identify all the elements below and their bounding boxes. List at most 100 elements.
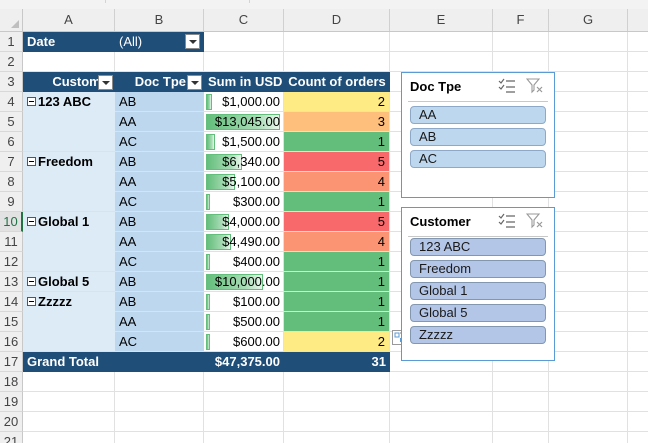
column-header-c[interactable]: C <box>204 9 284 31</box>
gridline-horizontal <box>23 271 648 272</box>
row-header-19[interactable]: 19 <box>0 392 23 412</box>
doc-type-cell: AB <box>115 212 204 231</box>
customer-filter-button[interactable] <box>98 75 113 90</box>
sum-value: $500.00 <box>233 314 280 329</box>
tab-divider <box>249 0 250 3</box>
collapse-toggle-icon[interactable] <box>27 97 36 107</box>
slicer-item[interactable]: Global 5 <box>410 304 546 322</box>
sum-value: $4,490.00 <box>222 234 280 249</box>
filter-dropdown-button[interactable] <box>185 34 200 49</box>
order-count-cell: 1 <box>284 292 389 311</box>
sum-value: $13,045.00 <box>214 114 280 129</box>
slicer-item[interactable]: Global 1 <box>410 282 546 300</box>
report-filter-value[interactable]: (All) <box>115 32 204 52</box>
slicer-doc-type-title: Doc Tpe <box>410 79 462 94</box>
row-header-6[interactable]: 6 <box>0 132 23 152</box>
order-count-cell: 4 <box>284 232 389 251</box>
gridline-horizontal <box>23 211 648 212</box>
data-bar <box>206 274 263 290</box>
row-header-7[interactable]: 7 <box>0 152 23 172</box>
row-header-16[interactable]: 16 <box>0 332 23 352</box>
slicer-item[interactable]: AA <box>410 106 546 124</box>
slicer-item[interactable]: Freedom <box>410 260 546 278</box>
ribbon-edge <box>0 0 648 9</box>
collapse-toggle-icon[interactable] <box>27 217 36 227</box>
row-header-14[interactable]: 14 <box>0 292 23 312</box>
column-header-f[interactable]: F <box>493 9 549 31</box>
data-bar <box>206 94 212 110</box>
slicer-customer[interactable]: Customer 123 ABC Freedom Global 1 Global 5 Zz… <box>401 207 555 361</box>
multi-select-icon[interactable] <box>498 213 516 229</box>
multi-select-icon[interactable] <box>498 78 516 94</box>
column-header-a[interactable]: A <box>23 9 115 31</box>
order-count-cell: 1 <box>284 252 389 271</box>
row-header-17[interactable]: 17 <box>0 352 23 372</box>
gridline-horizontal <box>23 51 648 52</box>
row-header-1[interactable]: 1 <box>0 32 23 52</box>
customer-group: Freedom <box>23 152 115 211</box>
customer-name: Zzzzz <box>38 294 72 309</box>
slicer-item[interactable]: 123 ABC <box>410 238 546 256</box>
doc-type-cell: AC <box>115 132 204 151</box>
gridline-horizontal <box>23 151 648 152</box>
row-header-3[interactable]: 3 <box>0 72 23 92</box>
row-header-4[interactable]: 4 <box>0 92 23 112</box>
gridline-horizontal <box>23 331 648 332</box>
gridline-vertical <box>627 32 628 443</box>
column-header-g[interactable]: G <box>549 9 628 31</box>
sum-value: $600.00 <box>233 334 280 349</box>
doc-type-cell: AA <box>115 112 204 131</box>
row-header-12[interactable]: 12 <box>0 252 23 272</box>
row-header-20[interactable]: 20 <box>0 412 23 432</box>
header-sum-usd: Sum in USD <box>204 72 284 92</box>
gridline-horizontal <box>23 191 648 192</box>
sum-value: $1,500.00 <box>222 134 280 149</box>
row-header-18[interactable]: 18 <box>0 372 23 392</box>
row-header-9[interactable]: 9 <box>0 192 23 212</box>
doc-type-cell: AC <box>115 252 204 271</box>
doc-type-cell: AA <box>115 172 204 191</box>
collapse-toggle-icon[interactable] <box>27 297 36 307</box>
row-header-5[interactable]: 5 <box>0 112 23 132</box>
row-header-8[interactable]: 8 <box>0 172 23 192</box>
row-header-11[interactable]: 11 <box>0 232 23 252</box>
collapse-toggle-icon[interactable] <box>27 277 36 287</box>
slicer-doc-type[interactable]: Doc Tpe AA AB AC <box>401 72 555 198</box>
slicer-item[interactable]: Zzzzz <box>410 326 546 344</box>
row-header-2[interactable]: 2 <box>0 52 23 72</box>
gridline-horizontal <box>23 251 648 252</box>
row-header-15[interactable]: 15 <box>0 312 23 332</box>
row-header-10[interactable]: 10 <box>0 212 23 232</box>
gridline-horizontal <box>23 431 648 432</box>
row-header-21[interactable]: 21 <box>0 432 23 443</box>
gridline-horizontal <box>23 291 648 292</box>
doc-type-filter-button[interactable] <box>187 75 202 90</box>
tab-divider <box>105 0 106 3</box>
column-header-e[interactable]: E <box>390 9 493 31</box>
gridline-horizontal <box>23 111 648 112</box>
slicer-item[interactable]: AB <box>410 128 546 146</box>
data-bar <box>206 194 210 210</box>
gridline-vertical <box>283 32 284 443</box>
select-all-corner[interactable] <box>0 9 23 31</box>
column-header-b[interactable]: B <box>115 9 204 31</box>
grand-total-sum: $47,375.00 <box>204 352 284 372</box>
clear-filter-icon[interactable] <box>525 78 544 94</box>
customer-name: Freedom <box>38 154 93 169</box>
sum-value: $10,000.00 <box>214 274 280 289</box>
header-doc-type: Doc Tpe <box>115 72 204 92</box>
doc-type-cell: AC <box>115 192 204 211</box>
order-count-cell: 1 <box>284 132 389 151</box>
clear-filter-icon[interactable] <box>525 213 544 229</box>
gridline-horizontal <box>23 411 648 412</box>
customer-group: Zzzzz <box>23 292 115 351</box>
collapse-toggle-icon[interactable] <box>27 157 36 167</box>
data-bar <box>206 214 229 230</box>
customer-name: 123 ABC <box>38 94 91 109</box>
row-header-13[interactable]: 13 <box>0 272 23 292</box>
gridline-horizontal <box>23 231 648 232</box>
slicer-item[interactable]: AC <box>410 150 546 168</box>
column-header-d[interactable]: D <box>284 9 390 31</box>
